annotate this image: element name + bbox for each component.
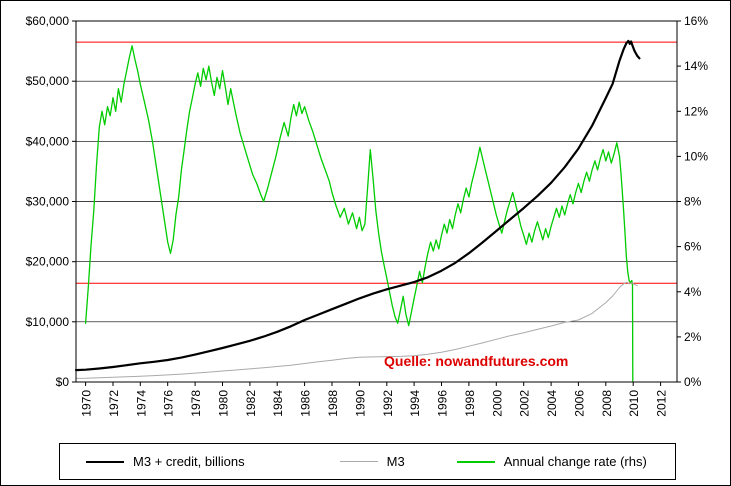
svg-text:1980: 1980 bbox=[217, 390, 231, 417]
svg-text:1972: 1972 bbox=[107, 390, 121, 417]
svg-text:1982: 1982 bbox=[244, 390, 258, 417]
legend-label: M3 + credit, billions bbox=[133, 454, 245, 469]
svg-text:1984: 1984 bbox=[271, 390, 285, 417]
svg-text:1998: 1998 bbox=[463, 390, 477, 417]
svg-text:16%: 16% bbox=[684, 14, 708, 28]
svg-text:2012: 2012 bbox=[655, 390, 669, 417]
svg-text:1990: 1990 bbox=[353, 390, 367, 417]
svg-text:1974: 1974 bbox=[134, 390, 148, 417]
svg-text:2002: 2002 bbox=[518, 390, 532, 417]
svg-text:2000: 2000 bbox=[490, 390, 504, 417]
legend-item-m3: M3 bbox=[339, 454, 405, 469]
svg-text:1992: 1992 bbox=[381, 390, 395, 417]
svg-text:2%: 2% bbox=[684, 330, 702, 344]
svg-text:$30,000: $30,000 bbox=[26, 195, 70, 209]
svg-text:$10,000: $10,000 bbox=[26, 315, 70, 329]
legend-line-sample-green bbox=[456, 460, 495, 463]
svg-text:2008: 2008 bbox=[600, 390, 614, 417]
legend-label: M3 bbox=[386, 454, 405, 469]
legend-line-sample-black bbox=[86, 460, 124, 463]
svg-text:12%: 12% bbox=[684, 104, 708, 118]
svg-text:2006: 2006 bbox=[572, 390, 586, 417]
legend-label: Annual change rate (rhs) bbox=[503, 454, 647, 469]
svg-text:0%: 0% bbox=[684, 375, 702, 389]
svg-text:1996: 1996 bbox=[436, 390, 450, 417]
svg-text:$20,000: $20,000 bbox=[26, 255, 70, 269]
svg-text:8%: 8% bbox=[684, 195, 702, 209]
legend-line-sample-gray bbox=[339, 461, 378, 462]
svg-text:1978: 1978 bbox=[189, 390, 203, 417]
chart-legend: M3 + credit, billions M3 Annual change r… bbox=[59, 443, 676, 480]
svg-text:2004: 2004 bbox=[545, 390, 559, 417]
svg-text:1994: 1994 bbox=[408, 390, 422, 417]
svg-text:1988: 1988 bbox=[326, 390, 340, 417]
legend-item-m3-credit: M3 + credit, billions bbox=[86, 454, 245, 469]
svg-text:$0: $0 bbox=[56, 375, 70, 389]
svg-text:$40,000: $40,000 bbox=[26, 134, 70, 148]
svg-text:1970: 1970 bbox=[80, 390, 94, 417]
svg-text:2010: 2010 bbox=[627, 390, 641, 417]
svg-text:1986: 1986 bbox=[299, 390, 313, 417]
svg-text:$60,000: $60,000 bbox=[26, 14, 70, 28]
svg-text:10%: 10% bbox=[684, 149, 708, 163]
svg-text:6%: 6% bbox=[684, 240, 702, 254]
svg-text:1976: 1976 bbox=[162, 390, 176, 417]
source-note: Quelle: nowandfutures.com bbox=[384, 353, 569, 369]
legend-item-change-rate: Annual change rate (rhs) bbox=[456, 454, 647, 469]
svg-text:$50,000: $50,000 bbox=[26, 74, 70, 88]
svg-text:14%: 14% bbox=[684, 59, 708, 73]
svg-text:4%: 4% bbox=[684, 285, 702, 299]
